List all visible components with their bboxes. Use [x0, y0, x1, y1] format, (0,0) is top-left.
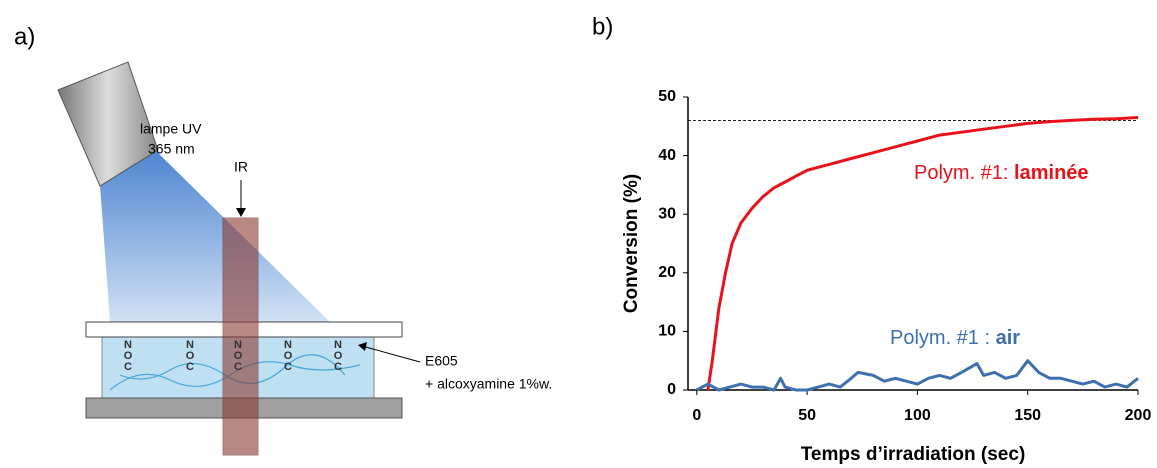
x-tick-label: 100 [904, 407, 931, 424]
atom-label: N [186, 339, 194, 351]
atom-label: O [334, 350, 343, 362]
x-axis-label: Temps d’irradiation (sec) [801, 444, 1026, 465]
atom-label: N [334, 339, 342, 351]
uv-lamp [57, 61, 159, 187]
sample-label: E605 [425, 353, 458, 369]
atom-label: O [234, 350, 243, 362]
y-tick-label: 10 [658, 323, 676, 340]
sample-arrow [361, 345, 421, 363]
series-label: Polym. #1: laminée [914, 162, 1089, 184]
uv-beam [100, 150, 330, 322]
series-label-part: Polym. #1 : [890, 327, 996, 349]
series-label-part: Polym. #1: [914, 162, 1014, 184]
atom-label: C [234, 361, 242, 373]
series-line [696, 359, 1139, 392]
ir-label: IR [234, 159, 248, 175]
atom-label: O [124, 350, 133, 362]
atom-label: O [284, 350, 293, 362]
series-label-part: air [996, 327, 1021, 349]
atom-label: C [124, 361, 132, 373]
ir-beam [222, 217, 259, 456]
series-line [706, 116, 1139, 391]
lamp-label: lampe UV [140, 121, 202, 137]
atom-label: C [284, 361, 292, 373]
atom-label: C [186, 361, 194, 373]
x-tick-label: 150 [1014, 407, 1041, 424]
panel-label: b) [592, 13, 613, 40]
lamp-wavelength: 365 nm [148, 141, 195, 157]
series-label-part: laminée [1014, 162, 1088, 184]
sample-additive: + alcoxyamine 1%w. [425, 376, 552, 392]
x-tick-label: 50 [798, 407, 816, 424]
y-tick-label: 50 [658, 88, 676, 105]
y-tick-label: 40 [658, 147, 676, 164]
atom-label: O [186, 350, 195, 362]
chart: 0 10 20 30 40 50 0 50 100 150 200 Temps d’irradiati… [621, 88, 1151, 465]
y-tick-label: 0 [667, 381, 676, 398]
y-axis-label: Conversion (%) [621, 174, 642, 313]
y-tick-label: 20 [658, 264, 676, 281]
panel-label: a) [14, 23, 35, 50]
ir-arrowhead [236, 208, 246, 217]
atom-label: C [334, 361, 342, 373]
x-tick-label: 200 [1125, 407, 1152, 424]
atom-label: N [124, 339, 132, 351]
atom-label: N [234, 339, 242, 351]
atom-label: N [284, 339, 292, 351]
sample-arrowhead [358, 342, 367, 351]
series-label: Polym. #1 : air [890, 327, 1020, 349]
x-tick-label: 0 [692, 407, 701, 424]
y-tick-label: 30 [658, 205, 676, 222]
